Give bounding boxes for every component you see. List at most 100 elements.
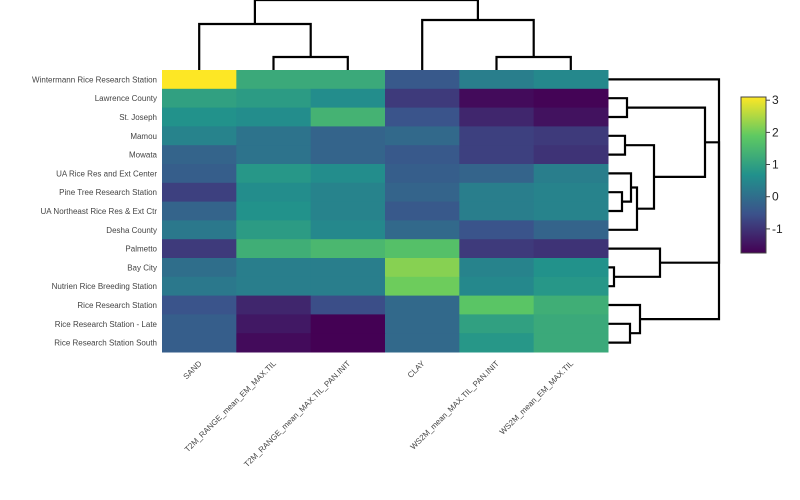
heatmap-cell: [533, 333, 609, 353]
heatmap-cell: [310, 333, 386, 353]
row-label: Rice Research Station South: [54, 339, 157, 348]
heatmap-cell: [310, 70, 386, 90]
heatmap-cell: [385, 220, 460, 240]
heatmap-cell: [533, 201, 609, 221]
dendrogram-link: [608, 97, 629, 119]
dendrogram-link: [495, 55, 572, 70]
heatmap-cell: [533, 258, 609, 278]
row-label: Nutrien Rice Breeding Station: [52, 282, 157, 291]
heatmap-cell: [459, 276, 535, 297]
dendrogram-link: [608, 191, 624, 213]
heatmap-cell: [310, 295, 386, 315]
heatmap-cell: [385, 126, 460, 146]
heatmap-cell: [162, 258, 237, 278]
row-label: St. Joseph: [119, 113, 157, 122]
row-dendrogram: [608, 78, 721, 344]
heatmap-cell: [310, 220, 386, 240]
heatmap-cell: [310, 164, 386, 184]
heatmap-cell: [385, 239, 460, 259]
heatmap-cell: [385, 201, 460, 221]
heatmap-cell: [385, 164, 460, 184]
heatmap-cell: [385, 145, 460, 165]
heatmap-cell: [459, 314, 535, 334]
row-label: Pine Tree Research Station: [59, 188, 157, 197]
colorbar-tick-label: 0: [772, 190, 779, 204]
dendrogram-link: [608, 303, 642, 335]
dendrogram-link: [253, 0, 479, 24]
heatmap-cell: [310, 88, 386, 109]
row-label: Palmetto: [125, 245, 157, 254]
heatmap-cell: [162, 333, 237, 353]
heatmap-cell: [236, 258, 312, 278]
colorbar-tick-label: 1: [772, 158, 779, 172]
dendrogram-link: [608, 78, 721, 203]
colorbar: 3 2 1 0 -1: [740, 93, 783, 254]
heatmap-cell: [385, 88, 460, 109]
heatmap-cell: [162, 295, 237, 315]
column-labels: SANDT2M_RANGE_mean_EM_MAX.TILT2M_RANGE_m…: [181, 359, 575, 469]
heatmap-cell: [236, 239, 312, 259]
heatmap-cell: [385, 295, 460, 315]
heatmap-cell: [310, 145, 386, 165]
heatmap-cell: [236, 70, 312, 90]
dendrogram-link: [198, 22, 312, 70]
row-label: Mowata: [129, 151, 158, 160]
heatmap-cell: [533, 239, 609, 259]
heatmap-cell: [236, 164, 312, 184]
heatmap-cell: [459, 126, 535, 146]
heatmap-cell: [162, 276, 237, 297]
heatmap-cell: [236, 126, 312, 146]
heatmap-cell: [310, 258, 386, 278]
heatmap-cell: [533, 220, 609, 240]
heatmap-cell: [385, 107, 460, 127]
row-label: Rice Research Station - Late: [55, 320, 158, 329]
heatmap-cell: [385, 70, 460, 90]
heatmap-cell: [162, 70, 237, 90]
heatmap-cell: [533, 70, 609, 90]
dendrogram-link: [608, 172, 633, 203]
row-label: UA Northeast Rice Res & Ext Ctr: [41, 207, 158, 216]
colorbar-tick-label: -1: [772, 222, 783, 236]
heatmap-cell: [162, 182, 237, 203]
colorbar-tick-label: 2: [772, 125, 779, 139]
heatmap-cell: [162, 239, 237, 259]
row-labels: Wintermann Rice Research Station Lawrence…: [32, 75, 158, 347]
row-label: Desha County: [106, 226, 157, 235]
heatmap-cell: [310, 107, 386, 127]
heatmap-cell: [459, 333, 535, 353]
heatmap-cell: [385, 314, 460, 334]
row-label: Bay City: [127, 263, 157, 272]
heatmap-cell: [533, 145, 609, 165]
heatmap-cell: [310, 126, 386, 146]
heatmap-cell: [162, 314, 237, 334]
heatmap-cell: [459, 88, 535, 109]
heatmap-cell: [236, 220, 312, 240]
heatmap-cell: [459, 145, 535, 165]
heatmap-cell: [236, 107, 312, 127]
heatmap-cell: [533, 107, 609, 127]
dendrogram-link: [608, 322, 632, 344]
colorbar-gradient: [740, 96, 767, 254]
heatmap-cell: [533, 295, 609, 315]
heatmap-cell: [310, 276, 386, 297]
dendrogram-link: [608, 134, 627, 156]
column-dendrogram: [198, 0, 572, 70]
heatmap-cell: [385, 258, 460, 278]
dendrogram-link: [608, 266, 616, 288]
heatmap-cell: [236, 201, 312, 221]
column-label: WS2M_mean_MAX.TIL_PAN.INIT: [409, 359, 501, 451]
heatmap-cell: [459, 70, 535, 90]
heatmap-cell: [162, 220, 237, 240]
heatmap-cell: [459, 201, 535, 221]
heatmap-cell: [236, 182, 312, 203]
heatmap-cell: [310, 201, 386, 221]
heatmap-cell: [236, 276, 312, 297]
heatmap-cell: [533, 276, 609, 297]
heatmap-cell: [533, 88, 609, 109]
heatmap-cell: [385, 333, 460, 353]
dendrogram-link: [640, 202, 721, 321]
heatmap-cell: [459, 182, 535, 203]
heatmap-cell: [162, 107, 237, 127]
row-label: UA Rice Res and Ext Center: [56, 169, 157, 178]
